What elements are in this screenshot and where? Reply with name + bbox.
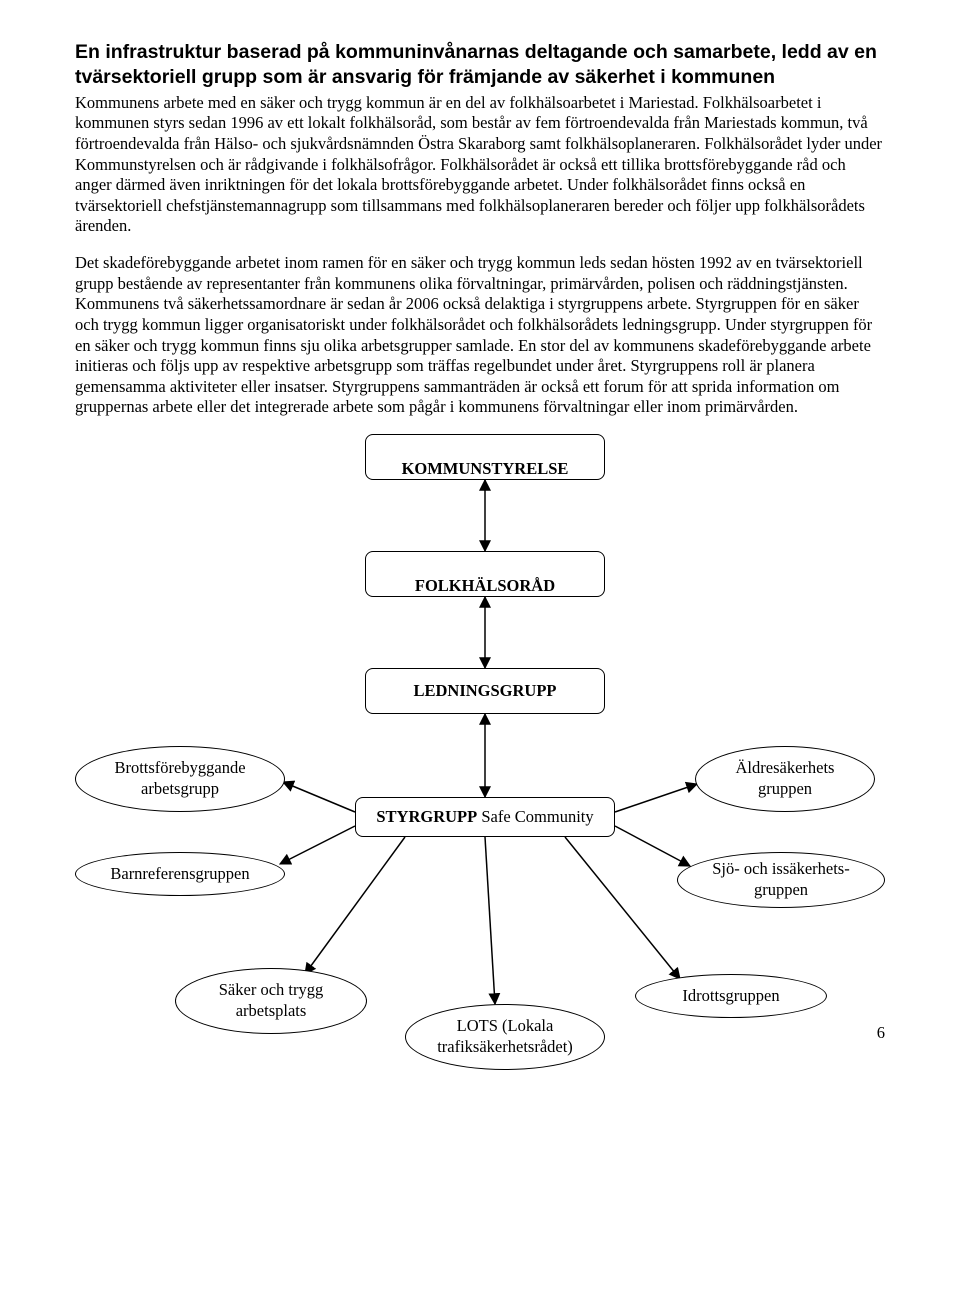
node-label: FOLKHÄLSORÅD	[374, 576, 596, 597]
node-label: Brottsförebyggande arbetsgrupp	[92, 758, 268, 799]
node-barnreferensgruppen: Barnreferensgruppen	[75, 852, 285, 896]
node-label: Idrottsgruppen	[682, 986, 779, 1007]
section-heading: En infrastruktur baserad på kommuninvåna…	[75, 40, 885, 91]
node-aldresakerhet: Äldresäkerhetsgruppen	[695, 746, 875, 812]
node-saker-trygg-arbetsplats: Säker och trygg arbetsplats	[175, 968, 367, 1034]
node-label: Barnreferensgruppen	[110, 864, 249, 885]
node-kommunstyrelse: KOMMUNSTYRELSE	[365, 434, 605, 480]
node-lots: LOTS (Lokala trafiksäkerhetsrådet)	[405, 1004, 605, 1070]
node-label: STYRGRUPP Safe Community	[364, 807, 606, 828]
node-idrottsgruppen: Idrottsgruppen	[635, 974, 827, 1018]
node-label: LEDNINGSGRUPP	[374, 681, 596, 702]
org-diagram: KOMMUNSTYRELSE FOLKHÄLSORÅD LEDNINGSGRUP…	[75, 434, 885, 1074]
node-label: KOMMUNSTYRELSE	[374, 459, 596, 480]
node-styrgrupp: STYRGRUPP Safe Community	[355, 797, 615, 837]
page-number: 6	[877, 1023, 885, 1044]
node-label: LOTS (Lokala trafiksäkerhetsrådet)	[422, 1016, 588, 1057]
node-label: Sjö- och issäkerhets-gruppen	[712, 859, 849, 900]
node-folkhalsorad: FOLKHÄLSORÅD	[365, 551, 605, 597]
node-brottsforebyggande: Brottsförebyggande arbetsgrupp	[75, 746, 285, 812]
node-label: Säker och trygg arbetsplats	[192, 980, 350, 1021]
node-label: Äldresäkerhetsgruppen	[736, 758, 835, 799]
paragraph-1: Kommunens arbete med en säker och trygg …	[75, 93, 885, 237]
node-ledningsgrupp: LEDNINGSGRUPP	[365, 668, 605, 714]
paragraph-2: Det skadeförebyggande arbetet inom ramen…	[75, 253, 885, 418]
node-sjo-issakerhet: Sjö- och issäkerhets-gruppen	[677, 852, 885, 908]
